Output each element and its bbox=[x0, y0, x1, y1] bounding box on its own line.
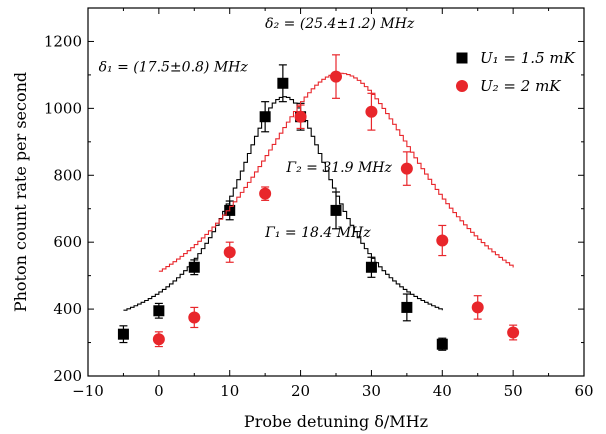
circle-marker bbox=[365, 105, 378, 118]
legend-entry-2: U₂ = 2 mK bbox=[456, 77, 561, 95]
circle-marker bbox=[188, 311, 201, 324]
annotation-1: δ₂ = (25.4±1.2) MHz bbox=[265, 16, 415, 32]
data-point-series-1 bbox=[401, 293, 413, 322]
circle-marker bbox=[152, 333, 165, 346]
data-point-series-2 bbox=[400, 151, 413, 186]
square-marker bbox=[330, 204, 342, 216]
circle-marker bbox=[400, 162, 413, 175]
data-point-series-1 bbox=[365, 256, 377, 278]
circle-marker bbox=[507, 326, 520, 339]
y-tick-label: 400 bbox=[53, 300, 82, 318]
square-marker bbox=[188, 261, 200, 273]
x-axis-label: Probe detuning δ/MHz bbox=[244, 412, 428, 431]
y-axis-label: Photon count rate per second bbox=[11, 72, 30, 312]
x-tick-label: 50 bbox=[504, 382, 523, 400]
x-tick-label: 60 bbox=[574, 382, 593, 400]
y-tick-label: 200 bbox=[53, 367, 82, 385]
legend-circle-marker bbox=[456, 80, 468, 92]
legend-entry-1: U₁ = 1.5 mK bbox=[456, 49, 576, 67]
data-point-series-1 bbox=[188, 259, 200, 276]
circle-marker bbox=[330, 70, 342, 83]
data-point-series-2 bbox=[365, 92, 378, 131]
circle-marker bbox=[471, 301, 484, 314]
square-marker bbox=[117, 328, 129, 340]
x-tick-label: 20 bbox=[291, 382, 310, 400]
x-tick-label: 0 bbox=[154, 382, 164, 400]
annotation-2: δ₁ = (17.5±0.8) MHz bbox=[99, 60, 249, 76]
y-tick-label: 1200 bbox=[44, 32, 82, 50]
data-point-series-2 bbox=[223, 241, 236, 263]
square-marker bbox=[277, 77, 289, 89]
y-tick-label: 800 bbox=[53, 166, 82, 184]
circle-marker bbox=[294, 110, 307, 123]
legend-square-marker bbox=[456, 52, 468, 64]
square-marker bbox=[436, 338, 448, 350]
circle-marker bbox=[259, 187, 272, 200]
data-point-series-1 bbox=[259, 101, 271, 133]
annotation-4: Γ₁ = 18.4 MHz bbox=[264, 225, 371, 241]
square-marker bbox=[259, 111, 271, 123]
legend-label: U₁ = 1.5 mK bbox=[480, 49, 576, 67]
x-tick-label: 30 bbox=[362, 382, 381, 400]
data-point-series-1 bbox=[153, 302, 165, 319]
y-tick-label: 1000 bbox=[44, 99, 82, 117]
circle-marker bbox=[436, 234, 449, 247]
x-tick-label: 10 bbox=[220, 382, 239, 400]
square-marker bbox=[401, 301, 413, 313]
y-tick-label: 600 bbox=[53, 233, 82, 251]
data-point-series-2 bbox=[507, 324, 520, 341]
data-point-series-2 bbox=[152, 331, 165, 348]
data-point-series-1 bbox=[117, 325, 129, 344]
data-point-series-1 bbox=[436, 337, 448, 351]
data-point-series-2 bbox=[259, 186, 272, 201]
data-point-series-1 bbox=[330, 191, 342, 230]
x-tick-label: 40 bbox=[433, 382, 452, 400]
data-point-series-2 bbox=[294, 104, 307, 130]
data-point-series-2 bbox=[471, 295, 484, 320]
data-point-series-2 bbox=[188, 306, 201, 329]
square-marker bbox=[153, 305, 165, 317]
data-point-series-2 bbox=[436, 224, 449, 257]
square-marker bbox=[365, 261, 377, 273]
annotation-3: Γ₂ = 31.9 MHz bbox=[285, 160, 392, 176]
x-tick-label: −10 bbox=[72, 382, 104, 400]
circle-marker bbox=[223, 246, 236, 259]
data-point-series-2 bbox=[330, 54, 342, 99]
data-point-series-1 bbox=[277, 64, 289, 103]
legend-label: U₂ = 2 mK bbox=[480, 77, 561, 95]
